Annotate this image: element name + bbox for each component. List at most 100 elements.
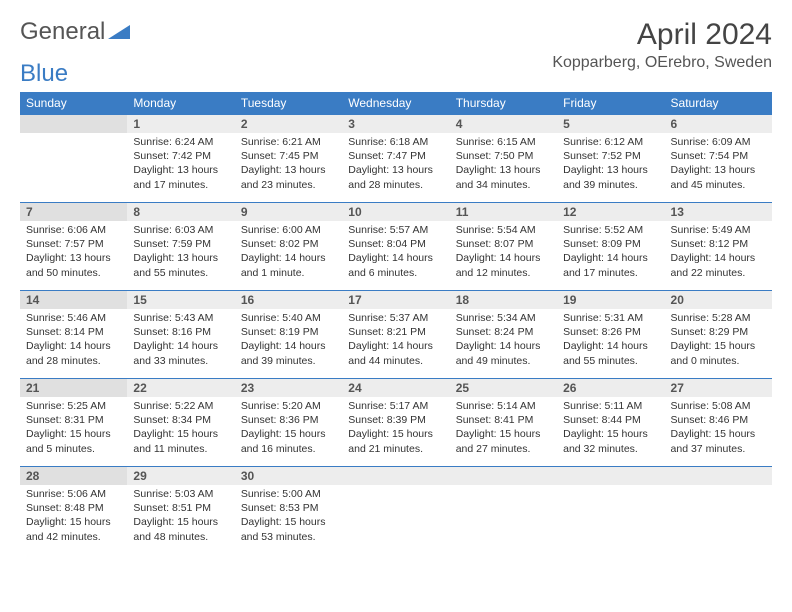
calendar-day-cell: 20Sunrise: 5:28 AMSunset: 8:29 PMDayligh… xyxy=(665,290,772,378)
calendar-day-cell: 2Sunrise: 6:21 AMSunset: 7:45 PMDaylight… xyxy=(235,114,342,202)
calendar-week-row: 14Sunrise: 5:46 AMSunset: 8:14 PMDayligh… xyxy=(20,290,772,378)
day-number: 6 xyxy=(665,114,772,133)
daylight-line: Daylight: 15 hours and 16 minutes. xyxy=(241,427,336,455)
day-details xyxy=(450,485,557,491)
sunset-line: Sunset: 7:54 PM xyxy=(671,149,766,163)
calendar-day-cell: 15Sunrise: 5:43 AMSunset: 8:16 PMDayligh… xyxy=(127,290,234,378)
daylight-line: Daylight: 15 hours and 48 minutes. xyxy=(133,515,228,543)
daylight-line: Daylight: 15 hours and 27 minutes. xyxy=(456,427,551,455)
sunset-line: Sunset: 8:04 PM xyxy=(348,237,443,251)
day-details: Sunrise: 6:15 AMSunset: 7:50 PMDaylight:… xyxy=(450,133,557,196)
daylight-line: Daylight: 15 hours and 42 minutes. xyxy=(26,515,121,543)
calendar-week-row: 1Sunrise: 6:24 AMSunset: 7:42 PMDaylight… xyxy=(20,114,772,202)
weekday-header-row: SundayMondayTuesdayWednesdayThursdayFrid… xyxy=(20,92,772,114)
logo-text-blue: Blue xyxy=(20,60,772,88)
sunrise-line: Sunrise: 6:24 AM xyxy=(133,135,228,149)
sunset-line: Sunset: 8:34 PM xyxy=(133,413,228,427)
sunset-line: Sunset: 8:14 PM xyxy=(26,325,121,339)
day-number: 29 xyxy=(127,466,234,485)
day-number: 30 xyxy=(235,466,342,485)
sunrise-line: Sunrise: 6:06 AM xyxy=(26,223,121,237)
day-number: 25 xyxy=(450,378,557,397)
daylight-line: Daylight: 15 hours and 53 minutes. xyxy=(241,515,336,543)
day-details: Sunrise: 6:21 AMSunset: 7:45 PMDaylight:… xyxy=(235,133,342,196)
day-number: 5 xyxy=(557,114,664,133)
day-details: Sunrise: 5:22 AMSunset: 8:34 PMDaylight:… xyxy=(127,397,234,460)
weekday-header: Friday xyxy=(557,92,664,114)
weekday-header: Saturday xyxy=(665,92,772,114)
day-details: Sunrise: 5:00 AMSunset: 8:53 PMDaylight:… xyxy=(235,485,342,548)
sunset-line: Sunset: 8:19 PM xyxy=(241,325,336,339)
daylight-line: Daylight: 13 hours and 23 minutes. xyxy=(241,163,336,191)
sunrise-line: Sunrise: 5:31 AM xyxy=(563,311,658,325)
sunrise-line: Sunrise: 5:28 AM xyxy=(671,311,766,325)
calendar-day-cell xyxy=(450,466,557,554)
day-details: Sunrise: 5:03 AMSunset: 8:51 PMDaylight:… xyxy=(127,485,234,548)
calendar-week-row: 7Sunrise: 6:06 AMSunset: 7:57 PMDaylight… xyxy=(20,202,772,290)
sunset-line: Sunset: 8:24 PM xyxy=(456,325,551,339)
day-number xyxy=(665,466,772,485)
day-details: Sunrise: 5:57 AMSunset: 8:04 PMDaylight:… xyxy=(342,221,449,284)
sunset-line: Sunset: 8:09 PM xyxy=(563,237,658,251)
day-details: Sunrise: 5:34 AMSunset: 8:24 PMDaylight:… xyxy=(450,309,557,372)
sunrise-line: Sunrise: 5:34 AM xyxy=(456,311,551,325)
calendar-day-cell: 14Sunrise: 5:46 AMSunset: 8:14 PMDayligh… xyxy=(20,290,127,378)
day-number: 24 xyxy=(342,378,449,397)
weekday-header: Wednesday xyxy=(342,92,449,114)
daylight-line: Daylight: 14 hours and 12 minutes. xyxy=(456,251,551,279)
daylight-line: Daylight: 15 hours and 5 minutes. xyxy=(26,427,121,455)
calendar-day-cell xyxy=(20,114,127,202)
sunrise-line: Sunrise: 5:46 AM xyxy=(26,311,121,325)
day-number: 13 xyxy=(665,202,772,221)
weekday-header: Tuesday xyxy=(235,92,342,114)
daylight-line: Daylight: 14 hours and 33 minutes. xyxy=(133,339,228,367)
day-number xyxy=(342,466,449,485)
daylight-line: Daylight: 14 hours and 22 minutes. xyxy=(671,251,766,279)
calendar-day-cell: 26Sunrise: 5:11 AMSunset: 8:44 PMDayligh… xyxy=(557,378,664,466)
sunset-line: Sunset: 7:57 PM xyxy=(26,237,121,251)
day-number: 9 xyxy=(235,202,342,221)
sunrise-line: Sunrise: 5:06 AM xyxy=(26,487,121,501)
sunset-line: Sunset: 8:36 PM xyxy=(241,413,336,427)
day-number: 15 xyxy=(127,290,234,309)
calendar-day-cell: 7Sunrise: 6:06 AMSunset: 7:57 PMDaylight… xyxy=(20,202,127,290)
day-number: 2 xyxy=(235,114,342,133)
calendar-day-cell: 23Sunrise: 5:20 AMSunset: 8:36 PMDayligh… xyxy=(235,378,342,466)
calendar-day-cell: 1Sunrise: 6:24 AMSunset: 7:42 PMDaylight… xyxy=(127,114,234,202)
sunrise-line: Sunrise: 5:25 AM xyxy=(26,399,121,413)
day-details xyxy=(665,485,772,491)
calendar-day-cell: 29Sunrise: 5:03 AMSunset: 8:51 PMDayligh… xyxy=(127,466,234,554)
sunrise-line: Sunrise: 6:15 AM xyxy=(456,135,551,149)
sunrise-line: Sunrise: 6:09 AM xyxy=(671,135,766,149)
sunrise-line: Sunrise: 5:54 AM xyxy=(456,223,551,237)
sunrise-line: Sunrise: 5:37 AM xyxy=(348,311,443,325)
daylight-line: Daylight: 13 hours and 28 minutes. xyxy=(348,163,443,191)
sunrise-line: Sunrise: 6:12 AM xyxy=(563,135,658,149)
calendar-day-cell: 4Sunrise: 6:15 AMSunset: 7:50 PMDaylight… xyxy=(450,114,557,202)
day-details xyxy=(557,485,664,491)
sunset-line: Sunset: 8:16 PM xyxy=(133,325,228,339)
day-number: 3 xyxy=(342,114,449,133)
day-details: Sunrise: 5:06 AMSunset: 8:48 PMDaylight:… xyxy=(20,485,127,548)
daylight-line: Daylight: 14 hours and 39 minutes. xyxy=(241,339,336,367)
sunset-line: Sunset: 8:48 PM xyxy=(26,501,121,515)
day-details: Sunrise: 5:20 AMSunset: 8:36 PMDaylight:… xyxy=(235,397,342,460)
calendar-day-cell: 21Sunrise: 5:25 AMSunset: 8:31 PMDayligh… xyxy=(20,378,127,466)
sunset-line: Sunset: 8:29 PM xyxy=(671,325,766,339)
day-details: Sunrise: 5:14 AMSunset: 8:41 PMDaylight:… xyxy=(450,397,557,460)
sunrise-line: Sunrise: 6:18 AM xyxy=(348,135,443,149)
calendar-day-cell xyxy=(342,466,449,554)
day-number: 11 xyxy=(450,202,557,221)
day-details: Sunrise: 6:06 AMSunset: 7:57 PMDaylight:… xyxy=(20,221,127,284)
calendar-body: 1Sunrise: 6:24 AMSunset: 7:42 PMDaylight… xyxy=(20,114,772,554)
calendar-day-cell: 5Sunrise: 6:12 AMSunset: 7:52 PMDaylight… xyxy=(557,114,664,202)
sunrise-line: Sunrise: 5:00 AM xyxy=(241,487,336,501)
day-details: Sunrise: 5:28 AMSunset: 8:29 PMDaylight:… xyxy=(665,309,772,372)
sunset-line: Sunset: 8:02 PM xyxy=(241,237,336,251)
logo: General xyxy=(20,18,132,46)
sunset-line: Sunset: 8:53 PM xyxy=(241,501,336,515)
day-number: 1 xyxy=(127,114,234,133)
daylight-line: Daylight: 15 hours and 11 minutes. xyxy=(133,427,228,455)
day-number: 4 xyxy=(450,114,557,133)
day-details: Sunrise: 5:40 AMSunset: 8:19 PMDaylight:… xyxy=(235,309,342,372)
